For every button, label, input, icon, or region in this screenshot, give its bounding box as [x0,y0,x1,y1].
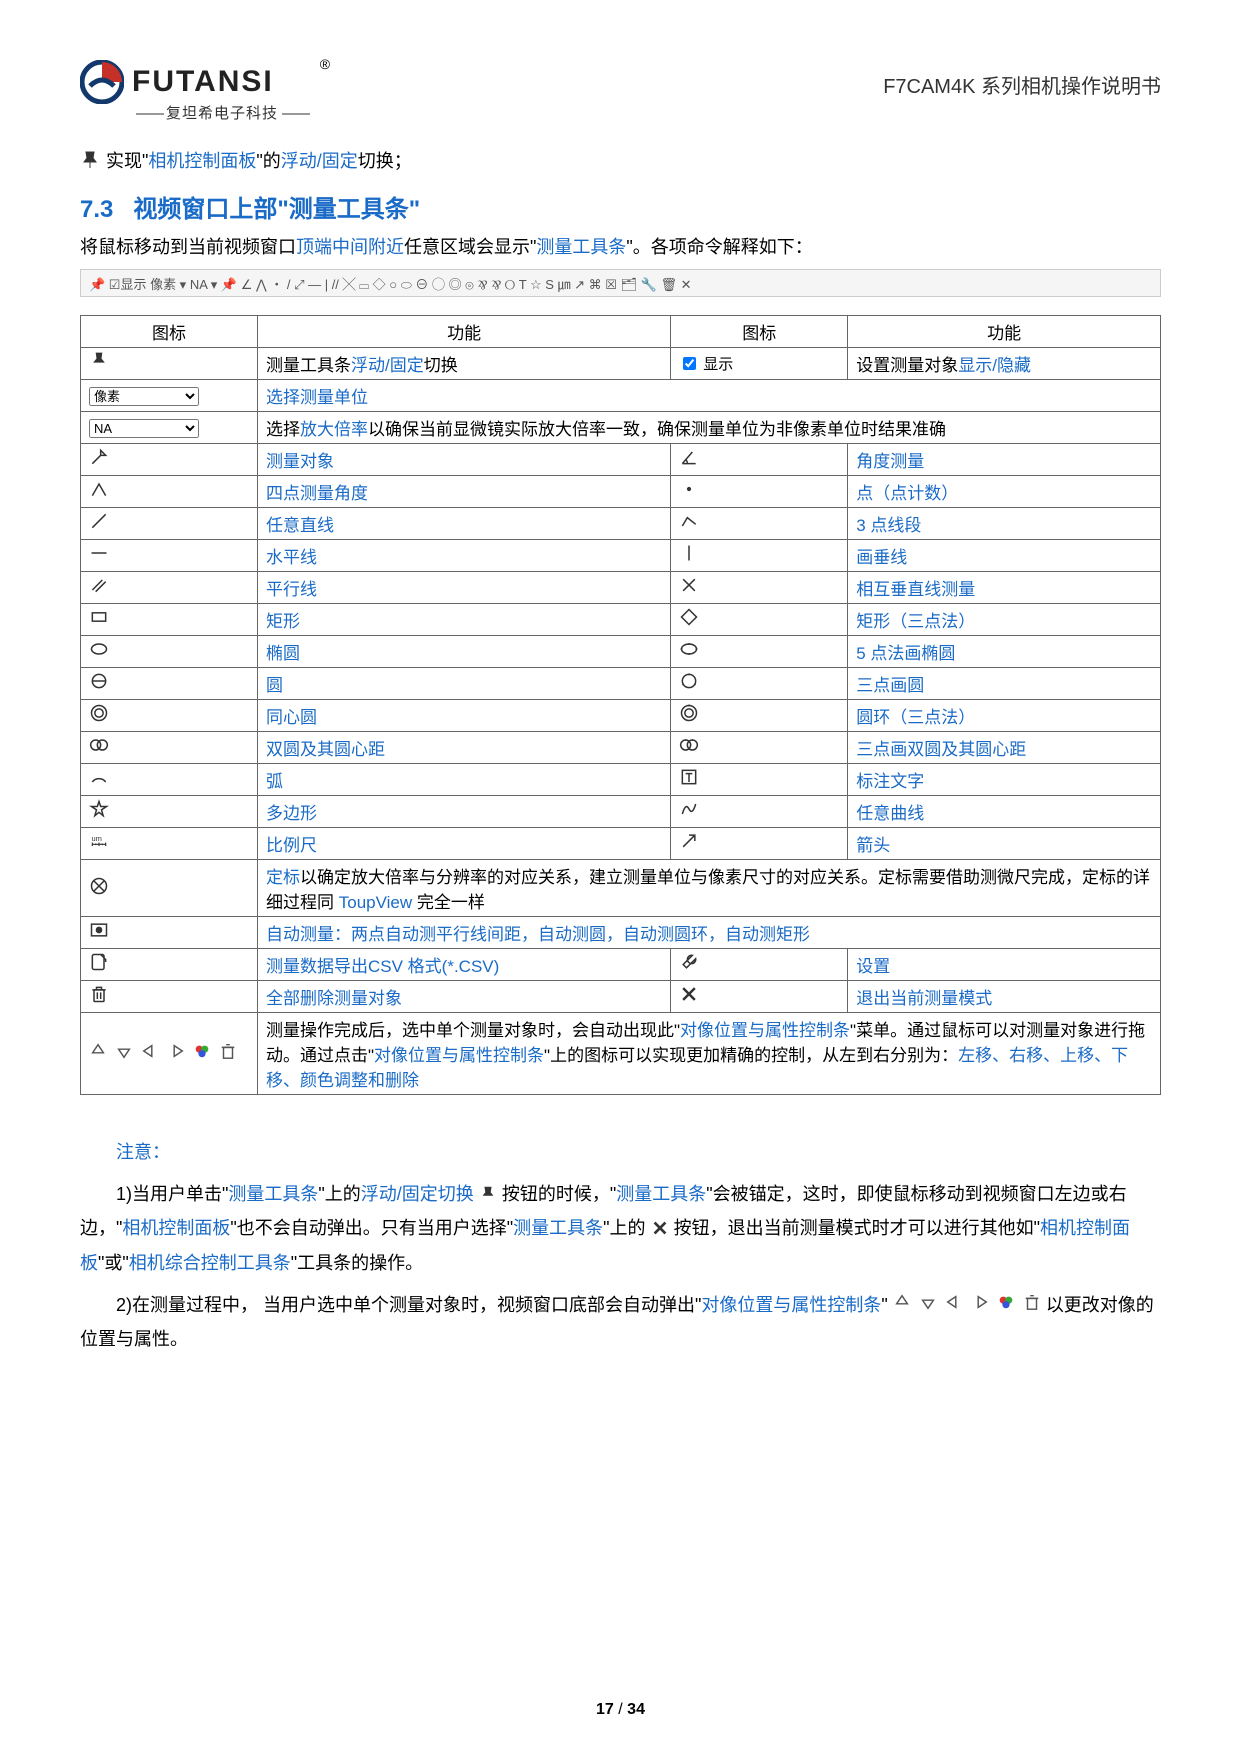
circle3-icon [679,671,699,691]
notes-section: 注意： 1)当用户单击"测量工具条"上的浮动/固定切换 按钮的时候，"测量工具条… [80,1135,1161,1356]
function-table: 图标 功能 图标 功能 测量工具条浮动/固定切换 显示设置测量对象显示/隐藏像素… [80,315,1161,1095]
halfcircle-icon [89,671,109,691]
concentric-icon [89,703,109,723]
close-icon [651,1219,669,1237]
polyline3-icon [679,511,699,531]
move-up-icon [893,1293,911,1311]
arrow-pin-icon [89,447,109,467]
color-icon [193,1042,211,1060]
table-row: 圆三点画圆 [81,668,1161,700]
logo: FUTANSI ® 复坦希电子科技 [80,60,312,123]
note-1: 1)当用户单击"测量工具条"上的浮动/固定切换 按钮的时候，"测量工具条"会被锚… [80,1177,1161,1280]
pin-icon [89,351,109,371]
table-row: NA选择放大倍率以确保当前显微镜实际放大倍率一致，确保测量单位为非像素单位时结果… [81,412,1161,444]
move-down-icon [115,1042,133,1060]
section-number: 7.3 [80,196,113,223]
logo-mark-icon [80,60,124,104]
arrow-ne-icon [679,831,699,851]
page-header: FUTANSI ® 复坦希电子科技 F7CAM4K 系列相机操作说明书 [80,60,1161,123]
twocircle3-icon [679,735,699,755]
logo-name: FUTANSI [132,65,274,99]
magnification-select[interactable]: NA [89,419,199,438]
move-right-icon [167,1042,185,1060]
parallel-icon [89,575,109,595]
table-row: 双圆及其圆心距三点画双圆及其圆心距 [81,732,1161,764]
vline-icon [679,543,699,563]
ellipse-icon [89,639,109,659]
pin-toggle-line: 实现" 相机控制面板 "的 浮动/固定 切换； [80,147,1161,173]
table-row: 测量操作完成后，选中单个测量对象时，会自动出现此"对像位置与属性控制条"菜单。通… [81,1013,1161,1095]
delete-icon [1023,1293,1041,1311]
table-row: 平行线相互垂直线测量 [81,572,1161,604]
ring3-icon [679,703,699,723]
move-left-icon [141,1042,159,1060]
table-row: um比例尺箭头 [81,828,1161,860]
wrench-icon [679,952,699,972]
hline-icon [89,543,109,563]
table-row: 测量对象角度测量 [81,444,1161,476]
move-left-icon [945,1293,963,1311]
trash-icon [89,984,109,1004]
table-row: 矩形矩形（三点法） [81,604,1161,636]
page-footer: 17 / 34 [0,1701,1241,1719]
text-icon [679,767,699,787]
table-row: 任意直线3 点线段 [81,508,1161,540]
four-angle-icon [89,479,109,499]
unit-select[interactable]: 像素 [89,387,199,406]
table-row: 弧标注文字 [81,764,1161,796]
position-control-icons [89,1042,237,1060]
registered-icon: ® [320,56,330,72]
logo-subtitle: 复坦希电子科技 [132,102,312,123]
section-title: 视频窗口上部"测量工具条" [133,196,420,223]
twocircle-icon [89,735,109,755]
pin-icon [80,150,100,170]
move-up-icon [89,1042,107,1060]
svg-text:um: um [92,834,102,843]
toolbar-preview: 📌 ☑显示 像素 ▾ NA ▾ 📌 ∠ ⋀ ・ / ⤢ — | // ╳ ▭ ◇… [80,269,1161,297]
move-down-icon [919,1293,937,1311]
move-right-icon [971,1293,989,1311]
note-2: 2)在测量过程中， 当用户选中单个测量对象时，视频窗口底部会自动弹出"对像位置与… [80,1288,1161,1356]
table-row: 像素选择测量单位 [81,380,1161,412]
export-icon [89,952,109,972]
table-row: 测量数据导出CSV 格式(*.CSV)设置 [81,949,1161,981]
float-fix-link: 浮动/固定 [281,147,358,173]
document-title: F7CAM4K 系列相机操作说明书 [883,70,1161,99]
show-checkbox[interactable]: 显示 [679,353,733,374]
table-row: 多边形任意曲线 [81,796,1161,828]
line-icon [89,511,109,531]
table-row: 椭圆5 点法画椭圆 [81,636,1161,668]
pin-icon [479,1185,497,1203]
scale-icon: um [89,831,109,851]
cross-icon [679,575,699,595]
calib-icon [89,876,109,896]
close-icon [679,984,699,1004]
rect-icon [89,607,109,627]
curve-icon [679,799,699,819]
dot-icon [679,479,699,499]
table-row: 水平线画垂线 [81,540,1161,572]
position-control-icons [893,1293,1041,1311]
camera-panel-link: 相机控制面板 [148,147,256,173]
color-icon [997,1293,1015,1311]
star-icon [89,799,109,819]
arc-icon [89,767,109,787]
table-row: 四点测量角度点（点计数） [81,476,1161,508]
table-row: 自动测量：两点自动测平行线间距，自动测圆，自动测圆环，自动测矩形 [81,917,1161,949]
delete-icon [219,1042,237,1060]
table-header-row: 图标 功能 图标 功能 [81,316,1161,348]
auto-icon [89,920,109,940]
section-heading: 7.3 视频窗口上部"测量工具条" [80,189,1161,224]
notes-lead: 注意： [116,1135,1161,1169]
diamond-icon [679,607,699,627]
table-row: 测量工具条浮动/固定切换 显示设置测量对象显示/隐藏 [81,348,1161,380]
angle-icon [679,447,699,467]
table-row: 同心圆圆环（三点法） [81,700,1161,732]
table-row: 全部删除测量对象退出当前测量模式 [81,981,1161,1013]
intro-paragraph: 将鼠标移动到当前视频窗口顶端中间附近任意区域会显示"测量工具条"。各项命令解释如… [80,234,1161,261]
table-row: 定标以确定放大倍率与分辨率的对应关系，建立测量单位与像素尺寸的对应关系。定标需要… [81,860,1161,917]
ellipse5-icon [679,639,699,659]
